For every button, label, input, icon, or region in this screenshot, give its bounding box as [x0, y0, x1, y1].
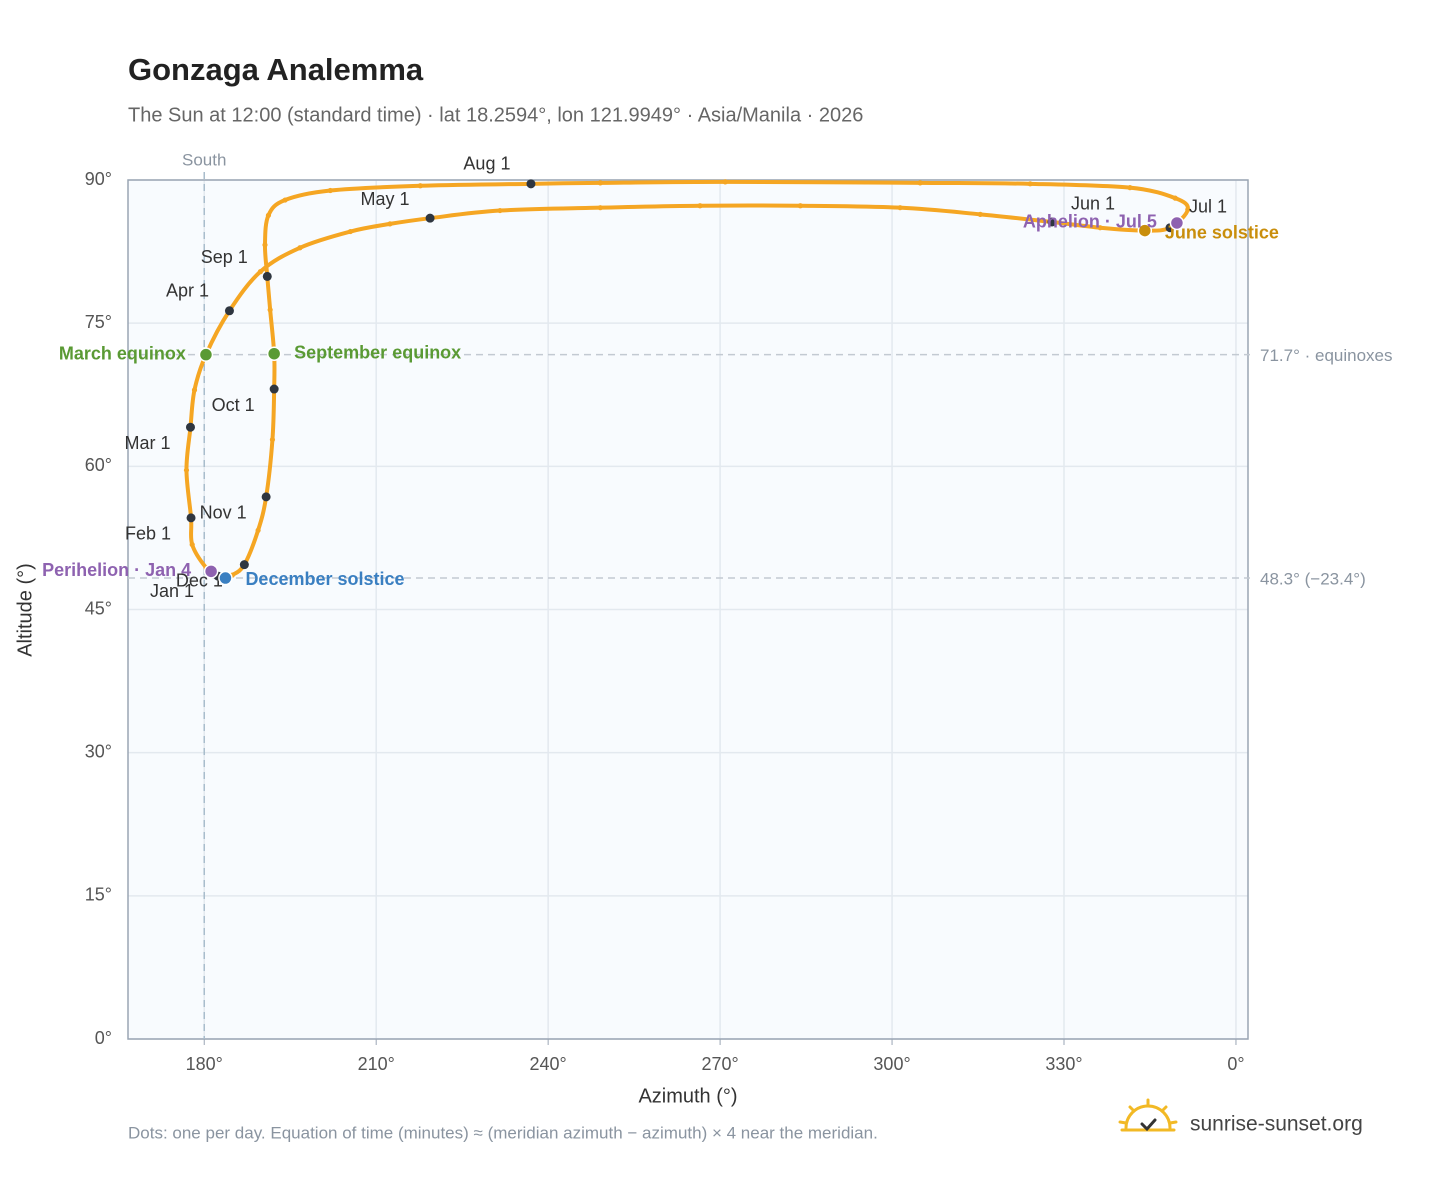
event-marker [1137, 223, 1153, 238]
y-tick-label: 60° [85, 455, 112, 475]
day-dot [255, 527, 261, 533]
x-tick-label: 330° [1045, 1054, 1082, 1074]
day-dot [387, 221, 393, 227]
day-dot [265, 212, 272, 218]
day-dot [183, 467, 190, 473]
day-dot [327, 187, 333, 194]
event-marker [198, 347, 214, 362]
event-label: December solstice [245, 569, 404, 589]
day-dot [262, 242, 268, 248]
y-tick-label: 75° [85, 312, 112, 332]
event-label: Perihelion · Jan 4 [42, 560, 191, 580]
event-marker [218, 570, 233, 586]
month-label: Mar 1 [124, 433, 170, 453]
reference-label: 48.3° (−23.4°) [1260, 569, 1366, 588]
day-dot [1185, 206, 1191, 213]
month-marker [1047, 217, 1057, 227]
y-tick-label: 90° [85, 169, 112, 189]
month-label: Jul 1 [1189, 196, 1227, 216]
day-dot [347, 228, 353, 235]
month-label: Oct 1 [212, 395, 255, 415]
day-dot [1097, 225, 1103, 231]
day-dot [282, 197, 288, 203]
day-dot [917, 180, 923, 186]
day-dot [297, 245, 303, 251]
day-dot [597, 205, 603, 211]
x-tick-label: 180° [186, 1054, 223, 1074]
day-dot [1127, 185, 1133, 191]
y-axis-label: Altitude (°) [14, 563, 36, 657]
month-label: Jun 1 [1071, 194, 1115, 214]
day-dot [722, 179, 728, 185]
day-dot [597, 180, 603, 186]
month-label: Jan 1 [150, 581, 194, 601]
x-tick-label: 240° [530, 1054, 567, 1074]
day-dot [191, 387, 198, 393]
month-label: Apr 1 [166, 281, 209, 301]
event-label: September equinox [294, 342, 461, 362]
day-dot [417, 183, 423, 189]
event-marker [203, 564, 219, 579]
x-tick-label: 270° [701, 1054, 738, 1074]
month-marker [185, 422, 195, 432]
day-dot [797, 203, 803, 209]
month-marker [262, 271, 272, 281]
month-marker [261, 492, 271, 502]
brand-name: sunrise-sunset.org [1190, 1113, 1363, 1136]
month-marker [224, 306, 234, 316]
month-marker [269, 384, 279, 394]
event-marker [1169, 215, 1185, 231]
x-tick-label: 300° [873, 1054, 910, 1074]
month-label: Feb 1 [125, 524, 171, 544]
day-dot [497, 207, 503, 214]
x-tick-label: 0° [1227, 1054, 1244, 1074]
day-dot [1027, 181, 1033, 187]
day-dot [697, 203, 703, 209]
x-axis-label: Azimuth (°) [638, 1085, 737, 1107]
footnote: Dots: one per day. Equation of time (min… [128, 1123, 878, 1142]
event-label: March equinox [59, 343, 186, 363]
reference-label: 71.7° · equinoxes [1260, 346, 1393, 365]
plot-border [127, 179, 1249, 1040]
chart-subtitle: The Sun at 12:00 (standard time) · lat 1… [128, 104, 863, 126]
day-dot [267, 307, 273, 313]
y-tick-label: 30° [85, 741, 112, 761]
x-tick-label: 210° [358, 1054, 395, 1074]
day-dot [897, 205, 903, 211]
month-label: Sep 1 [201, 247, 248, 267]
month-label: Nov 1 [200, 503, 247, 523]
month-label: May 1 [361, 189, 410, 209]
y-tick-label: 0° [95, 1028, 112, 1048]
y-tick-label: 45° [85, 598, 112, 618]
month-marker [526, 179, 536, 189]
y-tick-label: 15° [85, 885, 112, 905]
month-marker [425, 213, 435, 223]
month-label: Aug 1 [463, 154, 510, 174]
day-dot [257, 269, 264, 275]
meridian-label: South [182, 150, 226, 169]
day-dot [269, 437, 276, 443]
month-marker [239, 560, 249, 570]
day-dot [189, 541, 195, 548]
day-dot [977, 211, 983, 217]
month-marker [186, 513, 196, 523]
brand-logo [1118, 1098, 1178, 1132]
day-dot [1172, 195, 1178, 201]
event-label: June solstice [1165, 222, 1279, 242]
chart-title: Gonzaga Analemma [128, 52, 424, 87]
event-label: Aphelion · Jul 5 [1023, 212, 1157, 232]
event-marker [266, 346, 282, 361]
